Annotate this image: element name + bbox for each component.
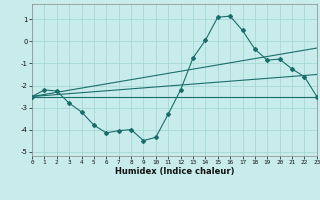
X-axis label: Humidex (Indice chaleur): Humidex (Indice chaleur) bbox=[115, 167, 234, 176]
